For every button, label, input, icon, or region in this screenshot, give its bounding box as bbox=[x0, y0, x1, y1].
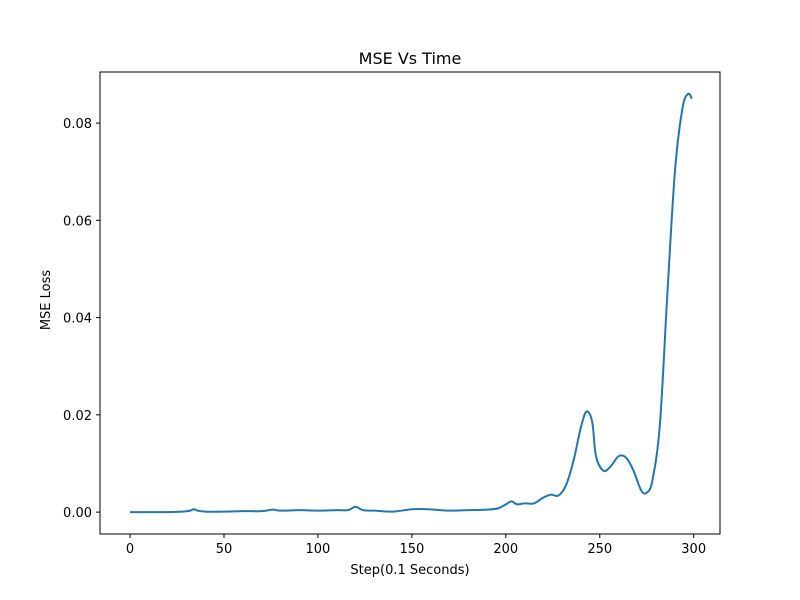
x-tick-label: 0 bbox=[126, 542, 134, 557]
series-group bbox=[130, 92, 693, 514]
axis-ticks: 0 50 100 150 200 250 300 0.00 0.02 0.04 0.06 0.08 bbox=[63, 117, 706, 557]
y-tick-label: 0.06 bbox=[63, 214, 92, 229]
x-tick-label: 100 bbox=[306, 542, 331, 557]
y-tick-label: 0.02 bbox=[63, 409, 92, 424]
y-axis-label: MSE Loss bbox=[39, 270, 54, 331]
y-tick-label: 0.00 bbox=[63, 506, 92, 521]
y-tick-label: 0.04 bbox=[63, 312, 92, 327]
chart-title: MSE Vs Time bbox=[359, 49, 462, 68]
x-tick-label: 50 bbox=[216, 542, 233, 557]
x-axis-label: Step(0.1 Seconds) bbox=[350, 563, 469, 578]
y-tick-label: 0.08 bbox=[63, 117, 92, 132]
plot-frame bbox=[99, 71, 721, 535]
series-line-mse bbox=[130, 92, 693, 514]
x-tick-label: 300 bbox=[681, 542, 706, 557]
x-tick-label: 200 bbox=[493, 542, 518, 557]
x-tick-label: 150 bbox=[399, 542, 424, 557]
x-tick-label: 250 bbox=[587, 542, 612, 557]
